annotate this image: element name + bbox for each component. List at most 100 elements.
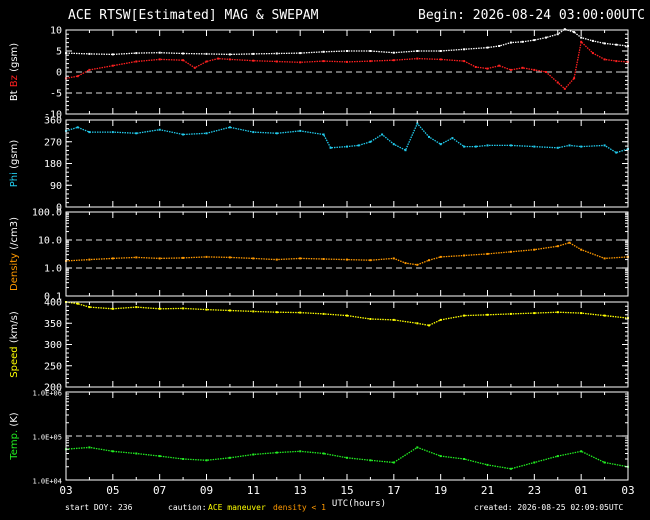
x-tick-label: 23 xyxy=(528,484,541,497)
phi-point xyxy=(509,144,512,147)
speed-series-line xyxy=(65,301,629,327)
mag-ytick-label: 5 xyxy=(56,47,62,58)
bz-point xyxy=(439,58,442,61)
phi-point xyxy=(439,143,442,146)
phi-ylabel: Phi (gsm) xyxy=(9,140,20,188)
bz-point xyxy=(556,81,559,84)
x-axis: 03 05 07 09 11 13 15 17 19 21 23 01 03 UTC(hours) xyxy=(59,484,634,509)
start-doy: start DOY: 236 xyxy=(65,503,133,512)
speed-panel: 400 350 300 250 200 Speed (km/s) xyxy=(9,298,629,394)
begin-time: Begin: 2026-08-24 03:00:00UTC xyxy=(418,8,645,23)
bt-point xyxy=(498,45,501,47)
phi-point xyxy=(329,146,332,149)
x-tick-label: 15 xyxy=(340,484,353,497)
speed-ylabel-part: Speed xyxy=(9,346,20,377)
density-point xyxy=(111,257,114,260)
phi-point xyxy=(428,135,430,138)
phi-ytick-label: 90 xyxy=(50,181,62,192)
speed-point xyxy=(392,318,395,321)
bt-point xyxy=(252,52,255,55)
speed-point xyxy=(76,302,79,305)
bt-point xyxy=(463,48,466,51)
phi-point xyxy=(568,144,571,147)
temp-point xyxy=(486,463,489,466)
temp-point xyxy=(275,451,278,454)
temp-point xyxy=(135,452,138,455)
speed-point xyxy=(346,314,348,317)
bt-point xyxy=(346,50,348,52)
speed-ytick-label: 250 xyxy=(44,361,62,372)
phi-point xyxy=(111,131,114,134)
created-time: created: 2026-08-25 02:09:05UTC xyxy=(474,503,624,512)
phi-point xyxy=(580,145,583,148)
temp-point xyxy=(603,461,606,464)
mag-ytick-label: -10 xyxy=(44,110,62,121)
bt-point xyxy=(533,39,536,42)
mag-ylabel-part: Bt xyxy=(9,90,20,101)
temp-point xyxy=(346,456,348,459)
bt-point xyxy=(135,52,138,55)
speed-point xyxy=(556,311,559,314)
bz-point xyxy=(322,60,325,63)
temp-point xyxy=(580,450,583,453)
speed-point xyxy=(182,307,185,310)
bt-point xyxy=(556,33,559,36)
phi-panel: 360 270 180 90 0 Phi (gsm) xyxy=(9,116,629,214)
bt-point xyxy=(545,36,547,39)
x-tick-label: 03 xyxy=(621,484,634,497)
temp-point xyxy=(158,455,161,458)
speed-point xyxy=(322,312,325,315)
x-tick-label: 11 xyxy=(247,484,260,497)
x-tick-label: 01 xyxy=(575,484,588,497)
temp-ylabel: Temp. (K) xyxy=(9,412,20,460)
mag-ytick-label: -5 xyxy=(50,89,62,100)
density-point xyxy=(416,263,419,266)
temp-point xyxy=(509,467,512,470)
density-point xyxy=(428,259,430,262)
temp-point xyxy=(556,455,559,458)
mag-ylabel-part: Bz xyxy=(9,75,20,90)
bz-point xyxy=(299,61,302,64)
bt-point xyxy=(603,42,606,45)
temp-point xyxy=(182,458,185,460)
bt-point xyxy=(416,50,419,52)
x-tick-label: 09 xyxy=(200,484,213,497)
bz-point xyxy=(545,71,547,73)
bz-point xyxy=(252,59,255,62)
bt-point xyxy=(275,52,278,55)
speed-point xyxy=(205,308,208,311)
bz-point xyxy=(217,57,220,60)
maneuver-legend: ACE maneuver xyxy=(208,503,266,512)
bz-point xyxy=(346,60,348,63)
density-ytick-label: 10.0 xyxy=(38,236,62,247)
phi-point xyxy=(76,126,79,129)
density-series-line xyxy=(65,241,629,266)
bt-point xyxy=(88,52,91,55)
mag-panel: 10 5 0 -5 -10 Bt Bz (gsm) xyxy=(9,26,629,121)
bz-point xyxy=(521,66,524,69)
speed-point xyxy=(509,312,512,315)
speed-ytick-label: 400 xyxy=(44,298,62,309)
phi-point xyxy=(463,145,466,148)
x-tick-label: 03 xyxy=(59,484,72,497)
phi-point xyxy=(404,149,407,152)
phi-ytick-label: 360 xyxy=(44,116,62,127)
speed-point xyxy=(158,307,161,310)
x-tick-label: 17 xyxy=(387,484,400,497)
bz-point xyxy=(158,58,161,61)
mag-ylabel-part: (gsm) xyxy=(9,43,20,75)
speed-ytick-label: 200 xyxy=(44,383,62,394)
phi-point xyxy=(486,144,489,147)
density-point xyxy=(322,258,325,260)
temp-ytick-label: 1.0E+06 xyxy=(32,390,62,398)
phi-point xyxy=(357,144,360,147)
x-axis-label: UTC(hours) xyxy=(332,499,386,509)
x-tick-label: 07 xyxy=(153,484,166,497)
phi-point xyxy=(556,146,559,149)
chart-title: ACE RTSW[Estimated] MAG & SWEPAM xyxy=(68,8,319,23)
density-point xyxy=(369,259,372,262)
temp-point xyxy=(463,458,466,460)
speed-point xyxy=(228,309,231,312)
bt-point xyxy=(521,40,524,43)
phi-ytick-label: 0 xyxy=(56,203,62,214)
